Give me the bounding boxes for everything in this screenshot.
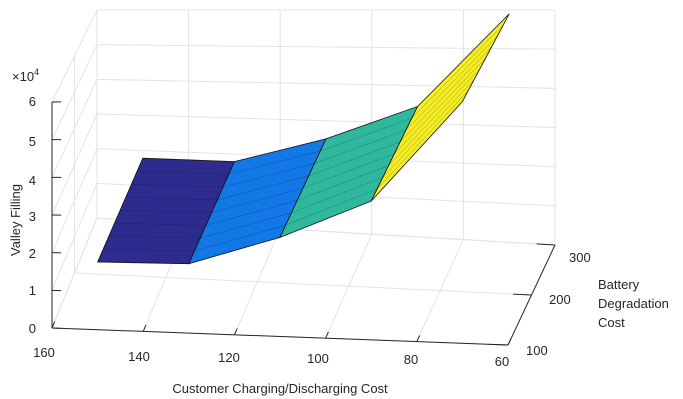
x-tick-label: 80 [404, 352, 418, 367]
axes-lines [51, 101, 556, 346]
mesh-line [291, 177, 383, 214]
mesh-line [405, 35, 498, 131]
x-tick-labels: 160 140 120 100 80 60 [33, 345, 509, 369]
y-tick [513, 293, 532, 296]
y-axis-label-line: Cost [598, 315, 625, 330]
grid-line [96, 10, 556, 246]
surface [96, 13, 510, 265]
mesh-line [131, 183, 224, 188]
y-tick-labels: 100 200 300 [526, 250, 591, 358]
x-axis-label: Customer Charging/Discharging Cost [172, 381, 388, 396]
x-tick [507, 338, 512, 346]
mesh-line [114, 222, 206, 226]
x-tick [142, 324, 147, 332]
mesh-line [297, 165, 389, 201]
x-tick [416, 335, 421, 342]
mesh-line [205, 200, 298, 226]
y-tick-label: 300 [569, 250, 591, 265]
x-axis-line [51, 327, 509, 346]
mesh-line [194, 224, 286, 252]
mesh-line [125, 196, 218, 201]
mesh-line [382, 79, 475, 178]
z-exponent-label: ×104 [12, 67, 39, 84]
surface-face [370, 13, 510, 202]
mesh-line [120, 209, 212, 213]
mesh-line [228, 150, 321, 175]
z-axis-label: Valley Filling [8, 184, 23, 256]
y-axis-label-line: Degradation [598, 296, 669, 311]
z-tick-label: 0 [29, 321, 36, 336]
mesh-line [388, 68, 481, 166]
y-tick-label: 200 [549, 292, 571, 307]
mesh-line [302, 153, 395, 189]
mesh-line [376, 90, 469, 190]
x-tick [325, 331, 329, 339]
z-tick-labels: 0 1 2 3 4 5 6 [29, 94, 36, 336]
x-tick [233, 328, 238, 335]
mesh-line [217, 175, 309, 201]
x-tick-label: 140 [128, 349, 150, 364]
mesh-line [314, 129, 407, 164]
z-tick-label: 5 [29, 134, 36, 149]
mesh-line [308, 141, 401, 177]
z-tick-label: 3 [29, 209, 36, 224]
mesh-line [200, 212, 292, 239]
mesh-line [320, 117, 412, 152]
x-tick-label: 60 [495, 354, 509, 369]
y-tick [489, 343, 509, 346]
mesh-line [211, 187, 304, 213]
y-tick [536, 243, 556, 246]
z-tick-label: 4 [29, 173, 36, 188]
mesh-line [108, 235, 201, 239]
y-tick-label: 100 [526, 343, 548, 358]
x-tick [51, 321, 56, 329]
z-tick-label: 6 [29, 94, 36, 109]
x-tick-label: 120 [218, 350, 240, 365]
x-tick-label: 160 [33, 345, 55, 360]
mesh-line [411, 24, 504, 119]
mesh-line [137, 170, 229, 175]
y-axis-label: Battery Degradation Cost [598, 277, 669, 330]
mesh-line [399, 46, 492, 143]
z-tick-label: 1 [29, 283, 36, 298]
z-tick-label: 2 [29, 246, 36, 261]
x-tick-label: 100 [307, 351, 329, 366]
mesh-line [394, 57, 487, 154]
grid-line [74, 56, 532, 296]
mesh-line [103, 248, 195, 252]
mesh-line [222, 163, 315, 188]
y-axis-label-line: Battery [598, 277, 640, 292]
mesh-line [285, 188, 378, 226]
